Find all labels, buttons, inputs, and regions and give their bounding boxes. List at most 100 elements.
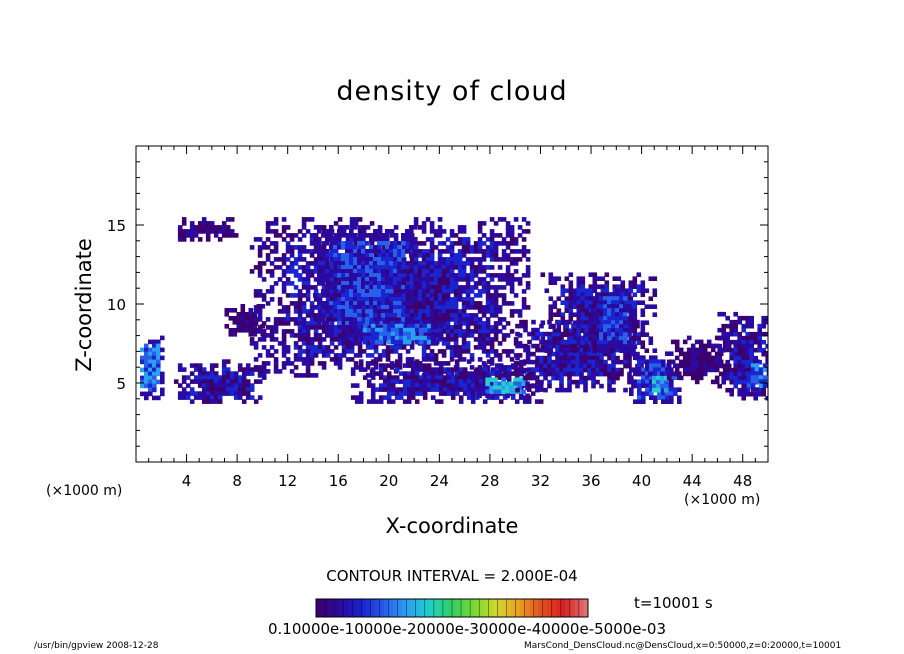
cloud-cell xyxy=(481,333,487,338)
cloud-cell xyxy=(750,363,756,368)
cloud-cell xyxy=(389,317,395,322)
cloud-cell xyxy=(414,371,420,376)
cloud-cell xyxy=(445,309,451,314)
cloud-cell xyxy=(237,395,243,400)
cloud-cell xyxy=(429,269,435,274)
cloud-cell xyxy=(369,301,374,306)
cloud-cell xyxy=(522,399,528,404)
cloud-cell xyxy=(521,253,527,258)
cloud-cell xyxy=(628,300,634,305)
cloud-cell xyxy=(572,304,578,309)
cloud-cell xyxy=(454,359,460,364)
cloud-cell xyxy=(418,391,424,396)
cloud-cell xyxy=(225,387,231,392)
cloud-cell xyxy=(583,383,588,389)
cloud-cell xyxy=(398,323,404,329)
cloud-cell xyxy=(369,313,374,318)
cloud-cell xyxy=(317,225,322,230)
cloud-cell xyxy=(337,297,342,302)
cloud-cell xyxy=(604,284,610,289)
cloud-cell xyxy=(349,217,355,222)
cloud-cell xyxy=(515,323,520,329)
cloud-cell xyxy=(237,375,243,380)
cloud-cell xyxy=(333,237,338,242)
cloud-cell xyxy=(482,375,488,380)
cloud-cell xyxy=(409,289,414,294)
cloud-cell xyxy=(353,321,358,326)
colorbar-swatch xyxy=(365,599,371,617)
cloud-cell xyxy=(611,351,616,357)
cloud-cell xyxy=(269,345,275,350)
cloud-cell xyxy=(449,281,455,286)
cloud-cell xyxy=(477,249,483,254)
x-tick-label: 20 xyxy=(379,472,398,490)
cloud-cell xyxy=(535,347,540,353)
cloud-cell xyxy=(526,367,532,372)
cloud-cell xyxy=(397,345,403,350)
cloud-cell xyxy=(470,399,476,404)
cloud-cell xyxy=(321,361,327,366)
cloud-cell xyxy=(257,305,263,310)
cloud-cell xyxy=(694,351,700,357)
cloud-cell xyxy=(353,261,358,266)
cloud-cell xyxy=(481,281,487,286)
cloud-cell xyxy=(413,293,419,298)
cloud-cell xyxy=(410,327,416,333)
cloud-cell xyxy=(457,229,463,234)
cloud-cell xyxy=(221,229,227,234)
cloud-cell xyxy=(345,337,351,342)
colorbar-swatch xyxy=(361,599,367,617)
cloud-cell xyxy=(525,345,531,350)
cloud-cell xyxy=(710,359,716,365)
cloud-cell xyxy=(429,257,435,262)
cloud-cell xyxy=(449,353,455,358)
cloud-cell xyxy=(313,269,319,274)
cloud-cell xyxy=(401,273,407,278)
cloud-cell xyxy=(361,225,367,230)
cloud-cell xyxy=(673,387,678,392)
cloud-cell xyxy=(596,284,602,289)
cloud-cell xyxy=(418,375,424,380)
cloud-cell xyxy=(538,387,544,392)
cloud-cell xyxy=(257,353,263,358)
cloud-cell xyxy=(257,317,263,322)
cloud-cell xyxy=(325,249,330,254)
cloud-cell xyxy=(627,344,632,349)
cloud-cell xyxy=(417,301,423,306)
cloud-cell xyxy=(209,383,215,388)
cloud-cell xyxy=(449,261,455,266)
cloud-cell xyxy=(580,296,586,301)
cloud-cell xyxy=(385,245,390,250)
cloud-cell xyxy=(362,367,368,372)
cloud-cell xyxy=(477,317,483,322)
cloud-cell xyxy=(547,371,552,377)
cloud-cell xyxy=(397,281,402,286)
cloud-cell xyxy=(410,391,416,396)
cloud-cell xyxy=(144,379,149,385)
cloud-cell xyxy=(615,332,620,337)
cloud-cell xyxy=(437,253,443,258)
cloud-cell xyxy=(317,341,323,346)
cloud-cell xyxy=(377,297,382,302)
cloud-cell xyxy=(233,383,239,388)
cloud-cell xyxy=(365,293,370,298)
cloud-cell xyxy=(595,320,600,325)
cloud-cell xyxy=(579,355,584,361)
cloud-cell xyxy=(156,363,161,369)
cloud-cell xyxy=(441,297,447,302)
cloud-cell xyxy=(353,337,359,342)
cloud-cell xyxy=(540,320,546,325)
cloud-cell xyxy=(453,333,459,338)
cloud-cell xyxy=(737,347,742,353)
cloud-cell xyxy=(317,309,323,314)
cloud-cell xyxy=(477,329,483,334)
cloud-cell xyxy=(525,249,531,254)
cloud-cell xyxy=(321,261,327,266)
cloud-cell xyxy=(413,309,419,314)
cloud-cell xyxy=(425,297,431,302)
cloud-cell xyxy=(628,296,634,301)
cloud-cell xyxy=(265,245,271,250)
cloud-cell xyxy=(160,355,165,361)
cloud-cell xyxy=(490,367,496,372)
cloud-cell xyxy=(410,395,416,400)
